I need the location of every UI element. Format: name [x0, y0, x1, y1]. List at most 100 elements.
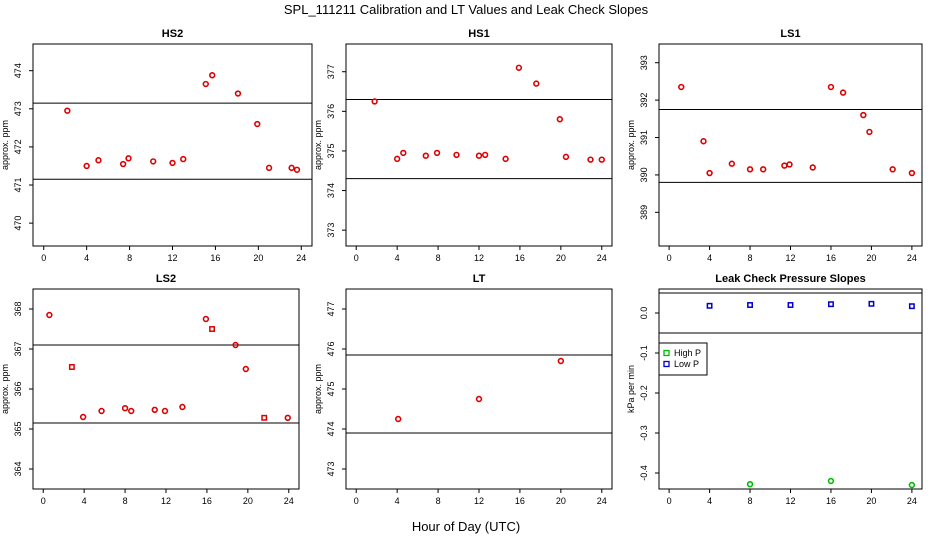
- legend-swatch: [663, 360, 670, 368]
- data-point: [422, 152, 429, 159]
- y-tick-label: 373: [326, 223, 336, 238]
- data-point: [46, 311, 53, 319]
- data-point: [678, 83, 685, 91]
- data-point: [828, 301, 834, 308]
- x-tick-label: 8: [748, 496, 753, 506]
- data-point: [759, 166, 767, 173]
- y-tick-label: 391: [639, 130, 649, 145]
- data-point: [161, 407, 169, 415]
- data-point: [125, 155, 132, 162]
- panel-title: Leak Check Pressure Slopes: [715, 273, 865, 285]
- y-tick-label: 392: [639, 93, 649, 108]
- x-tick-label: 4: [84, 253, 89, 263]
- y-tick-label: 368: [13, 301, 23, 316]
- data-point: [393, 155, 401, 163]
- y-tick-label: 366: [13, 381, 23, 396]
- y-axis-label: approx. ppm: [0, 364, 10, 414]
- data-point: [234, 90, 242, 97]
- y-tick-label: 472: [13, 139, 23, 154]
- y-tick-label: 390: [639, 167, 649, 182]
- data-point: [128, 407, 135, 415]
- x-tick-label: 12: [474, 496, 484, 506]
- x-tick-label: 20: [866, 496, 876, 506]
- x-tick-label: 20: [253, 253, 263, 263]
- y-axis-label: approx. ppm: [313, 120, 323, 170]
- y-tick-label: 473: [326, 461, 336, 476]
- plot-frame: [658, 43, 923, 247]
- x-tick-label: 0: [354, 496, 359, 506]
- data-point: [706, 302, 713, 309]
- data-point: [868, 300, 875, 307]
- data-point: [119, 160, 127, 168]
- y-tick-label: 471: [13, 178, 23, 193]
- data-point: [79, 413, 87, 421]
- data-point: [254, 120, 261, 128]
- x-tick-label: 20: [243, 496, 253, 506]
- y-tick-label: 474: [326, 421, 336, 436]
- panel-4: LS2 0 4 8 12 16 20 24 364 365 366 367 368 approx. ppm: [0, 273, 300, 506]
- data-point: [202, 315, 210, 323]
- data-point: [556, 116, 564, 123]
- data-point: [475, 152, 483, 159]
- y-tick-label: 475: [326, 381, 336, 396]
- data-point: [121, 405, 129, 412]
- panel-title: LS1: [780, 28, 800, 40]
- x-tick-label: 8: [748, 253, 753, 263]
- x-tick-label: 4: [707, 496, 712, 506]
- data-point: [209, 72, 216, 79]
- x-tick-label: 8: [123, 496, 128, 506]
- y-tick-label: 473: [13, 101, 23, 116]
- y-axis-label: approx. ppm: [313, 364, 323, 414]
- x-tick-label: 16: [515, 253, 525, 263]
- x-tick-label: 20: [866, 253, 876, 263]
- x-tick-label: 24: [907, 496, 917, 506]
- plot-frame: [345, 288, 613, 490]
- x-tick-label: 16: [826, 496, 836, 506]
- data-point: [149, 158, 157, 165]
- data-point: [562, 153, 570, 161]
- data-point: [475, 395, 483, 403]
- x-tick-label: 24: [296, 253, 306, 263]
- x-tick-label: 4: [707, 253, 712, 263]
- y-tick-label: 477: [326, 301, 336, 316]
- y-tick-label: 393: [639, 55, 649, 70]
- x-tick-label: 16: [826, 253, 836, 263]
- data-point: [502, 155, 509, 163]
- data-point: [481, 151, 489, 159]
- data-point: [809, 164, 816, 171]
- y-tick-label: 474: [13, 63, 23, 78]
- x-tick-label: 8: [127, 253, 132, 263]
- x-tick-label: 20: [556, 496, 566, 506]
- y-tick-label: -0.1: [639, 345, 649, 361]
- plot-frame: [658, 288, 923, 490]
- plot-frame: [32, 43, 313, 247]
- data-point: [232, 341, 239, 349]
- data-point: [866, 128, 873, 136]
- data-point: [261, 414, 268, 421]
- data-point: [179, 403, 186, 411]
- data-point: [787, 302, 794, 308]
- data-point: [169, 159, 176, 167]
- panel-title: HS2: [162, 28, 183, 40]
- legend-box: [658, 342, 708, 376]
- x-tick-label: 16: [210, 253, 220, 263]
- data-point: [839, 89, 847, 96]
- x-tick-label: 8: [436, 496, 441, 506]
- data-point: [202, 80, 209, 88]
- x-tick-label: 8: [436, 253, 441, 263]
- y-tick-label: 374: [326, 183, 336, 198]
- x-tick-label: 12: [785, 253, 795, 263]
- data-point: [827, 83, 835, 91]
- legend-label: Low P: [674, 359, 699, 369]
- x-tick-label: 12: [161, 496, 171, 506]
- data-point: [242, 365, 250, 373]
- x-tick-label: 16: [515, 496, 525, 506]
- data-point: [98, 407, 105, 415]
- data-point: [860, 111, 867, 119]
- data-point: [786, 161, 793, 168]
- y-tick-label: 367: [13, 341, 23, 356]
- y-tick-label: -0.2: [639, 385, 649, 401]
- x-tick-label: 12: [167, 253, 177, 263]
- data-point: [400, 149, 407, 157]
